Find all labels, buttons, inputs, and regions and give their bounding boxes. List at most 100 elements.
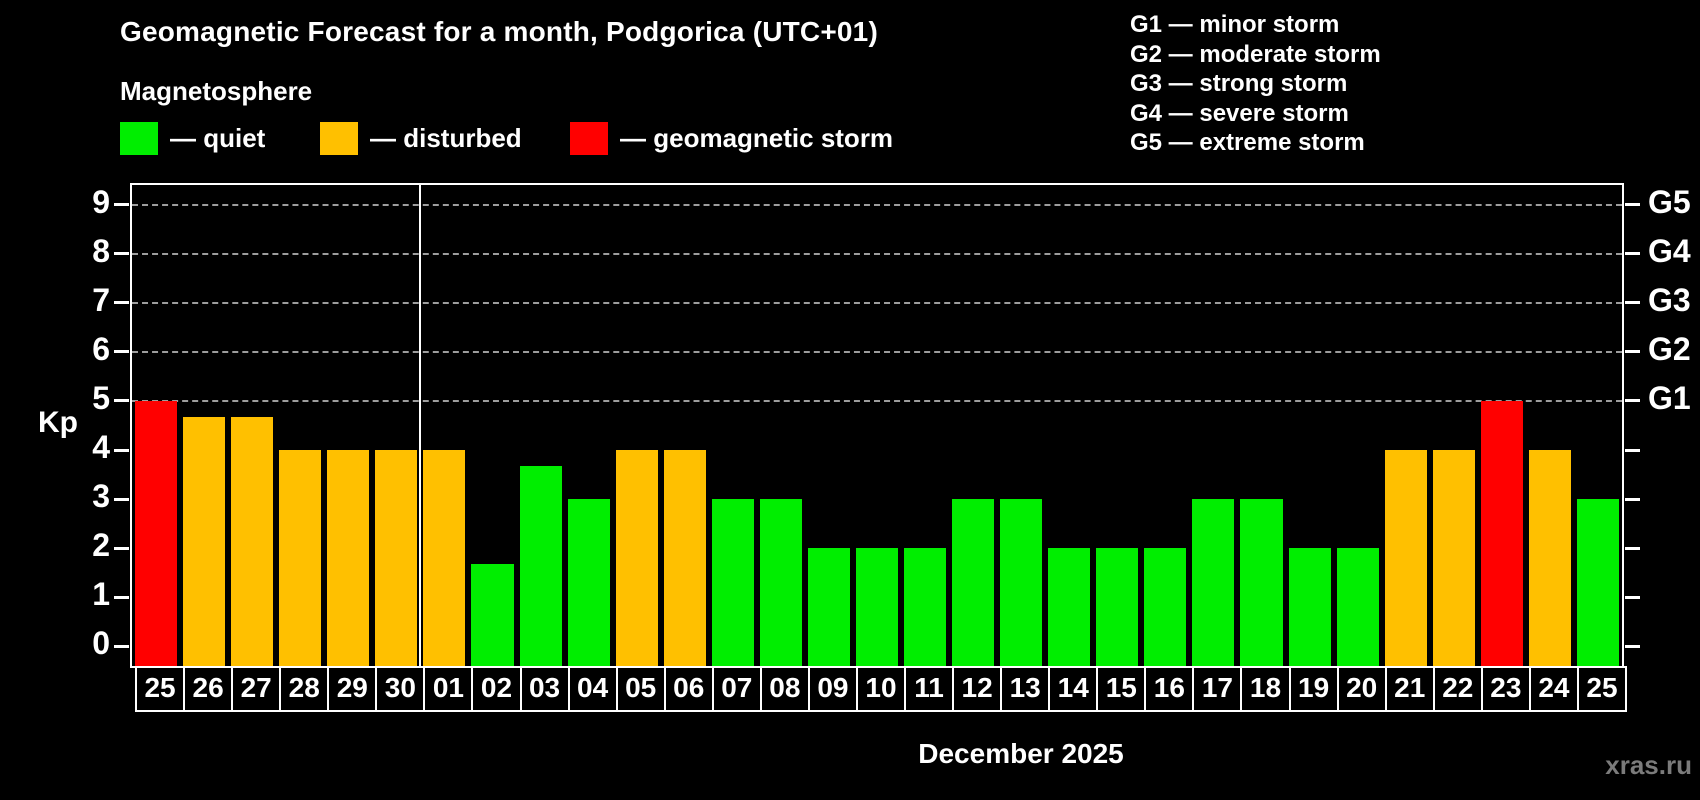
- day-label-cell: 17: [1192, 666, 1243, 712]
- day-label-cell: 22: [1432, 666, 1483, 712]
- kp-bar: [183, 417, 226, 666]
- month-separator-line: [419, 185, 422, 666]
- kp-bar: [807, 548, 850, 666]
- y-axis-tick: [114, 203, 129, 207]
- y-axis-tick: [114, 595, 129, 599]
- y-axis-label: 2: [92, 527, 110, 564]
- day-label-cell: 07: [711, 666, 762, 712]
- day-label-cell: 30: [375, 666, 426, 712]
- day-label-cell: 26: [183, 666, 234, 712]
- day-label-cell: 13: [1000, 666, 1051, 712]
- gridline-kp8: [132, 252, 1622, 255]
- kp-bar: [279, 450, 322, 666]
- g-axis-tick: [1625, 203, 1640, 207]
- day-label-cell: 11: [904, 666, 955, 712]
- y-axis-tick: [114, 252, 129, 256]
- g-axis-label: G3: [1648, 281, 1691, 318]
- day-label-cell: 06: [663, 666, 714, 712]
- y-axis-title: Kp: [38, 406, 78, 439]
- day-label-cell: 04: [567, 666, 618, 712]
- y-axis-label: 9: [92, 183, 110, 220]
- chart-title: Geomagnetic Forecast for a month, Podgor…: [120, 16, 878, 47]
- gridline-kp5: [132, 399, 1622, 402]
- day-label-cell: 21: [1384, 666, 1435, 712]
- day-label-cell: 03: [519, 666, 570, 712]
- status-legend: — quiet — disturbed — geomagnetic storm: [0, 118, 1700, 160]
- plot-inner: [132, 185, 1622, 666]
- g-axis-tick: [1625, 644, 1640, 648]
- g-scale-line: G5 — extreme storm: [1130, 129, 1365, 156]
- kp-bar: [1576, 499, 1619, 666]
- g-axis-tick: [1625, 301, 1640, 305]
- kp-bar: [1240, 499, 1283, 666]
- y-axis-label: 0: [92, 625, 110, 662]
- chart-subtitle: Magnetosphere: [120, 76, 313, 106]
- kp-bar: [1432, 450, 1475, 666]
- kp-bar: [855, 548, 899, 666]
- day-label-cell: 02: [471, 666, 522, 712]
- y-axis-label: 8: [92, 232, 110, 269]
- legend-item-storm: — geomagnetic storm: [570, 118, 893, 158]
- kp-bar: [1000, 499, 1043, 666]
- kp-bar: [1528, 450, 1571, 666]
- g-scale-line: G3 — strong storm: [1130, 70, 1348, 97]
- kp-bar: [759, 499, 802, 666]
- day-label-cell: 10: [855, 666, 907, 712]
- kp-bar: [711, 499, 754, 666]
- day-label-cell: 23: [1480, 666, 1531, 712]
- y-axis-label: 6: [92, 330, 110, 367]
- g-axis-label: G5: [1648, 183, 1691, 220]
- kp-bar: [904, 548, 947, 666]
- kp-bar: [1480, 400, 1523, 666]
- day-label-cell: 19: [1288, 666, 1339, 712]
- g-scale-line: G4 — severe storm: [1130, 99, 1349, 127]
- day-label-cell: 08: [759, 666, 810, 712]
- day-label-cell: 25: [135, 666, 186, 712]
- g-scale-legend: G1 — minor storm G2 — moderate storm G3 — …: [1130, 10, 1381, 158]
- day-label-cell: 09: [807, 666, 858, 712]
- legend-item-label: — quiet: [170, 122, 266, 153]
- kp-bar: [1096, 548, 1139, 666]
- day-label-cell: 01: [423, 666, 474, 712]
- day-label-cell: 29: [327, 666, 378, 712]
- legend-swatch-disturbed-icon: [320, 121, 358, 155]
- kp-bar: [1288, 548, 1331, 666]
- g-axis-label: G2: [1648, 330, 1691, 367]
- day-label-cell: 24: [1528, 666, 1579, 712]
- day-label-cell: 16: [1144, 666, 1195, 712]
- legend-item-label: — geomagnetic storm: [620, 122, 894, 153]
- g-axis-tick: [1625, 595, 1640, 599]
- y-axis-label: 7: [92, 281, 110, 318]
- kp-bar: [471, 564, 514, 666]
- y-axis-tick: [114, 546, 129, 550]
- kp-bar: [327, 450, 370, 666]
- g-axis-label: G1: [1648, 379, 1691, 416]
- g-scale-line: G1 — minor storm: [1130, 11, 1340, 38]
- kp-bar: [135, 400, 178, 666]
- g-axis-tick: [1625, 497, 1640, 501]
- y-axis-label: 4: [92, 429, 110, 466]
- gridline-kp6: [132, 350, 1622, 353]
- gridline-kp7: [132, 301, 1622, 304]
- g-axis-tick: [1625, 448, 1640, 452]
- gridline-kp9: [132, 203, 1622, 206]
- kp-bar: [1384, 450, 1427, 666]
- legend-swatch-storm-icon: [570, 121, 608, 155]
- y-axis-tick: [114, 350, 129, 354]
- day-label-cell: 28: [279, 666, 330, 712]
- kp-bar: [519, 466, 562, 666]
- kp-bar: [231, 417, 274, 666]
- kp-bar: [1144, 548, 1187, 666]
- legend-item-disturbed: — disturbed: [320, 118, 522, 158]
- g-axis-label: G4: [1648, 232, 1691, 269]
- kp-bar: [423, 450, 466, 666]
- kp-bar: [567, 499, 610, 666]
- g-axis-tick: [1625, 399, 1640, 403]
- kp-bar: [1048, 548, 1091, 666]
- y-axis-label: 3: [92, 478, 110, 515]
- y-axis-label: 1: [92, 576, 110, 613]
- legend-item-quiet: — quiet: [120, 118, 265, 158]
- g-axis-tick: [1625, 350, 1640, 354]
- kp-bar: [375, 450, 418, 666]
